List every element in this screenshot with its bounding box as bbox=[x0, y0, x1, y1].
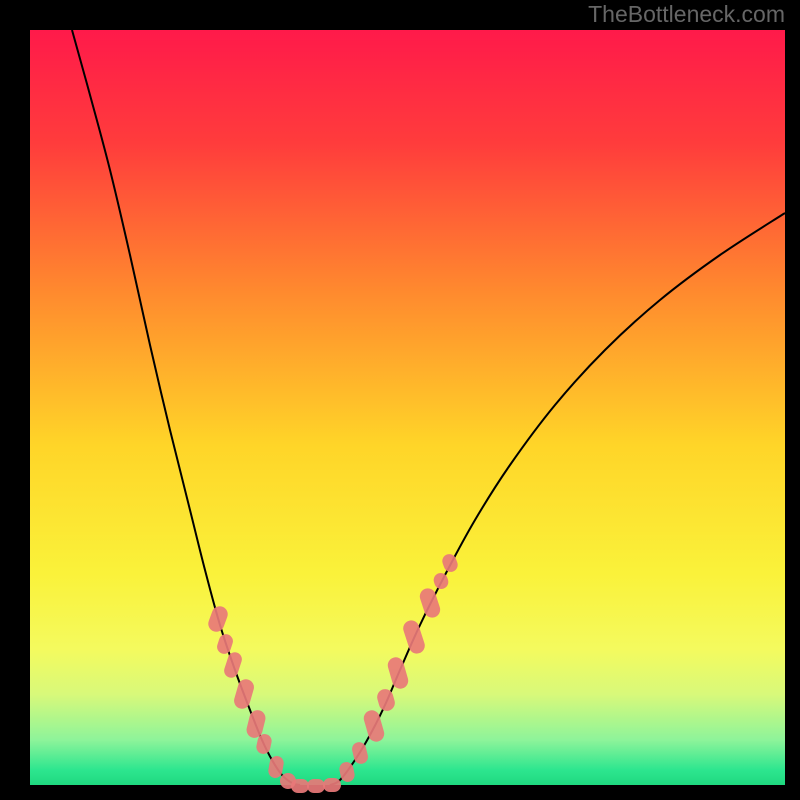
data-marker bbox=[307, 779, 325, 793]
bottleneck-chart: TheBottleneck.com bbox=[0, 0, 800, 800]
data-marker bbox=[291, 779, 309, 793]
data-marker bbox=[323, 778, 341, 792]
watermark-text: TheBottleneck.com bbox=[588, 1, 785, 27]
chart-svg: TheBottleneck.com bbox=[0, 0, 800, 800]
